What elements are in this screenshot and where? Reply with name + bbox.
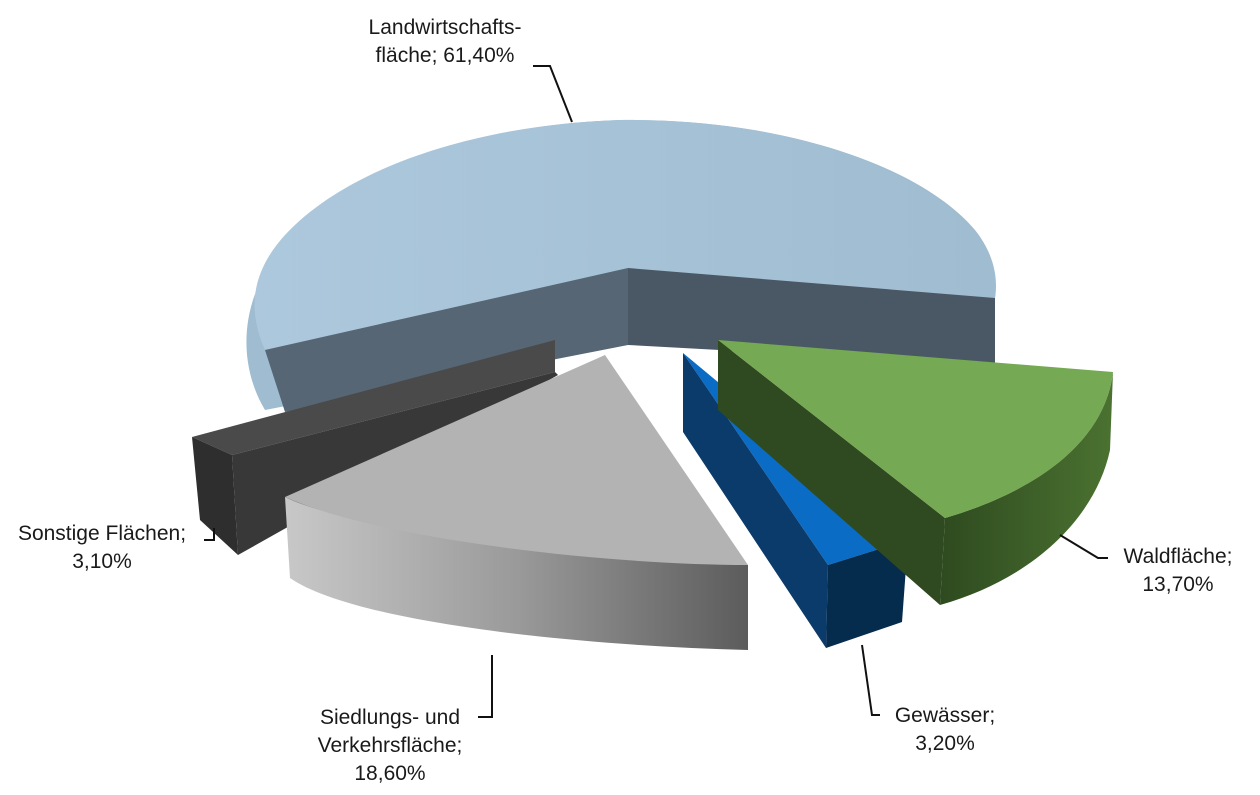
slice-gewaesser-cut [683,353,828,648]
label-waldflaeche-line2: 13,70% [1142,573,1214,596]
label-sonstige-flaechen-line2: 3,10% [72,550,132,573]
label-landwirtschaftsflaeche-line2: fläche; 61,40% [375,44,515,67]
slice-waldflaeche-side [940,372,1113,605]
label-gewaesser: Gewässer; 3,20% [880,702,1010,758]
label-waldflaeche: Waldfläche; 13,70% [1108,543,1248,599]
slice-landwirtschaftsflaeche [246,119,996,412]
leader-line-sonstige [204,528,215,541]
slice-gewaesser-side [826,540,908,648]
slice-waldflaeche-cut [718,340,945,605]
slice-landwirtschaftsflaeche-cut-left [265,268,628,412]
label-gewaesser-line2: 3,20% [915,732,975,755]
label-siedlung-line1: Siedlungs- und [319,706,461,729]
slice-siedlung [285,355,748,650]
label-waldflaeche-line1: Waldfläche; [1123,545,1233,568]
label-gewaesser-line1: Gewässer; [894,704,996,727]
leader-lines [204,65,1108,718]
slice-sonstige-flaechen-side [192,437,238,555]
slice-siedlung-top [285,355,748,565]
label-landwirtschaftsflaeche: Landwirtschafts- fläche; 61,40% [355,14,535,70]
leader-line-siedlung [478,655,493,718]
leader-line-landwirtschaft [533,65,573,123]
label-sonstige-flaechen-line1: Sonstige Flächen; [17,522,187,545]
slice-siedlung-side [285,497,748,650]
slice-landwirtschaftsflaeche-top [254,119,996,350]
slice-sonstige-flaechen-top [192,340,555,455]
label-landwirtschaftsflaeche-line1: Landwirtschafts- [368,16,522,39]
label-sonstige-flaechen: Sonstige Flächen; 3,10% [2,520,202,576]
label-siedlung-line2: Verkehrsfläche; [317,734,463,757]
leader-line-gewaesser [861,644,880,716]
leader-line-wald [1059,534,1108,559]
label-siedlung: Siedlungs- und Verkehrsfläche; 18,60% [300,704,480,788]
label-siedlung-line3: 18,60% [354,762,426,785]
slice-waldflaeche-top [718,340,1113,518]
slice-waldflaeche [718,340,1113,605]
